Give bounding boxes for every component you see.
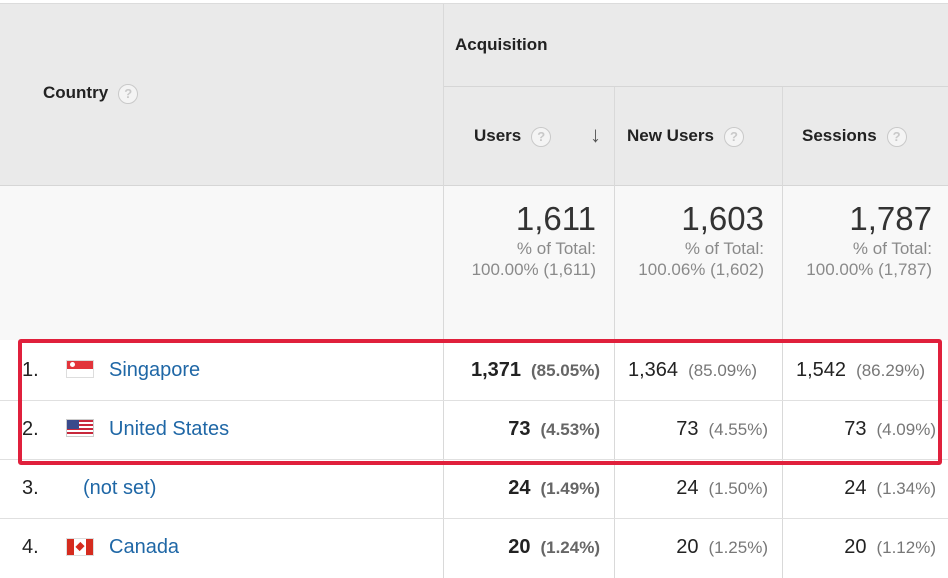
table-row: 2. United States 73 (4.53%) 73 (4.55%) 73 (… — [0, 400, 948, 459]
canada-flag-icon — [66, 538, 94, 556]
total-detail: 100.00% (1,787) — [806, 260, 932, 279]
highlight-box — [18, 339, 942, 465]
table-row: 1. Singapore 1,371 (85.05%) 1,364 (85.09%)… — [0, 341, 948, 400]
acquisition-header: Acquisition — [455, 35, 548, 54]
help-icon[interactable]: ? — [118, 83, 139, 104]
new-users-cell: 20 (1.25%) — [614, 536, 768, 559]
sessions-percent: (86.29%) — [856, 361, 926, 380]
total-detail: 100.00% (1,611) — [471, 260, 596, 279]
new-users-value: 73 — [676, 418, 699, 440]
new-users-percent: (1.25%) — [708, 538, 768, 557]
country-link[interactable]: Singapore — [109, 359, 201, 381]
header-metrics-row — [444, 87, 948, 185]
new-users-percent: (1.50%) — [708, 479, 768, 498]
new-users-cell: 73 (4.55%) — [614, 418, 768, 441]
new-users-value: 1,364 — [628, 359, 679, 381]
dimension-header[interactable]: Country? — [43, 83, 139, 104]
new-users-column-header[interactable]: New Users? — [627, 126, 744, 147]
row-number: 1. — [22, 359, 39, 381]
table-row: 4. Canada 20 (1.24%) 20 (1.25%) 20 (1.12%) — [0, 518, 948, 578]
users-header-label: Users — [474, 126, 522, 145]
sessions-value: 24 — [844, 477, 867, 499]
new-users-percent: (85.09%) — [688, 361, 758, 380]
new-users-header-label: New Users — [627, 126, 714, 145]
total-value: 1,603 — [681, 200, 764, 237]
dimension-header-label: Country — [43, 83, 109, 102]
help-icon[interactable]: ? — [531, 126, 552, 147]
new-users-value: 20 — [676, 536, 699, 558]
sessions-column-header[interactable]: Sessions? — [802, 126, 907, 147]
users-value: 20 — [508, 536, 531, 558]
sessions-cell: 1,542 (86.29%) — [796, 359, 925, 382]
users-cell: 1,371 (85.05%) — [444, 359, 600, 382]
row-number: 4. — [22, 536, 39, 558]
users-value: 1,371 — [470, 359, 522, 381]
country-link[interactable]: United States — [109, 418, 230, 440]
sessions-percent: (1.34%) — [876, 479, 936, 498]
new-users-total: 1,603 % of Total: 100.06% (1,602) — [614, 200, 764, 280]
new-users-cell: 24 (1.50%) — [614, 477, 768, 500]
new-users-percent: (4.55%) — [708, 420, 768, 439]
sessions-value: 20 — [844, 536, 867, 558]
row-number: 2. — [22, 418, 39, 440]
sessions-value: 1,542 — [796, 359, 847, 381]
sessions-total: 1,787 % of Total: 100.00% (1,787) — [782, 200, 932, 280]
country-link[interactable]: (not set) — [83, 477, 157, 499]
users-percent: (85.05%) — [531, 361, 600, 380]
total-label: % of Total: — [852, 239, 932, 258]
table-row: 3. (not set) 24 (1.49%) 24 (1.50%) 24 (1.34… — [0, 459, 948, 518]
help-icon[interactable]: ? — [886, 126, 907, 147]
sessions-percent: (1.12%) — [876, 538, 936, 557]
total-label: % of Total: — [516, 239, 596, 258]
new-users-cell: 1,364 (85.09%) — [628, 359, 757, 382]
users-total: 1,611 % of Total: 100.00% (1,611) — [444, 200, 596, 280]
row-number: 3. — [22, 477, 39, 499]
users-cell: 20 (1.24%) — [444, 536, 600, 559]
sessions-header-label: Sessions — [802, 126, 877, 145]
sessions-cell: 24 (1.34%) — [782, 477, 936, 500]
total-value: 1,787 — [849, 200, 932, 237]
help-icon[interactable]: ? — [723, 126, 744, 147]
total-label: % of Total: — [684, 239, 764, 258]
total-detail: 100.06% (1,602) — [638, 260, 764, 279]
new-users-value: 24 — [676, 477, 699, 499]
users-value: 73 — [508, 418, 531, 440]
sessions-cell: 73 (4.09%) — [782, 418, 936, 441]
total-value: 1,611 — [515, 200, 596, 237]
users-percent: (4.53%) — [540, 420, 600, 439]
country-link[interactable]: Canada — [109, 536, 180, 558]
users-cell: 73 (4.53%) — [444, 418, 600, 441]
users-percent: (1.49%) — [540, 479, 600, 498]
united-states-flag-icon — [66, 419, 94, 437]
sessions-value: 73 — [844, 418, 867, 440]
users-column-header[interactable]: Users? — [474, 126, 552, 147]
header-group-cell — [444, 4, 948, 86]
users-percent: (1.24%) — [540, 538, 600, 557]
users-value: 24 — [508, 477, 531, 499]
sort-descending-icon[interactable]: ↓ — [590, 122, 601, 147]
sessions-percent: (4.09%) — [876, 420, 936, 439]
sessions-cell: 20 (1.12%) — [782, 536, 936, 559]
users-cell: 24 (1.49%) — [444, 477, 600, 500]
totals-row — [0, 185, 948, 340]
singapore-flag-icon — [66, 360, 94, 378]
header-dimension-cell — [0, 4, 443, 185]
